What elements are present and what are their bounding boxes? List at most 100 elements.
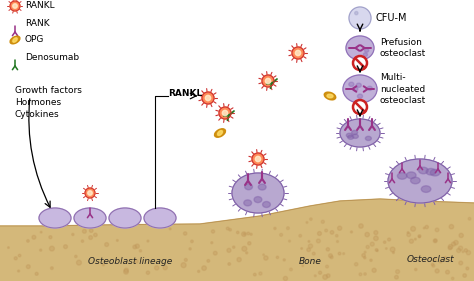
Ellipse shape <box>353 87 358 91</box>
Text: Multi-
nucleated
osteoclast: Multi- nucleated osteoclast <box>380 73 426 105</box>
Circle shape <box>18 254 21 257</box>
Circle shape <box>135 260 138 263</box>
Circle shape <box>302 265 304 267</box>
Ellipse shape <box>352 134 358 138</box>
Circle shape <box>343 253 345 255</box>
Circle shape <box>18 270 19 272</box>
Ellipse shape <box>263 201 270 207</box>
Circle shape <box>81 240 84 242</box>
Circle shape <box>226 227 229 230</box>
Circle shape <box>459 261 463 265</box>
Circle shape <box>407 233 410 237</box>
Circle shape <box>155 266 159 270</box>
Circle shape <box>376 250 378 251</box>
Circle shape <box>146 271 150 274</box>
Circle shape <box>233 246 235 248</box>
Circle shape <box>237 231 239 234</box>
Ellipse shape <box>215 129 226 137</box>
Ellipse shape <box>244 200 252 206</box>
Circle shape <box>14 257 17 260</box>
Ellipse shape <box>355 12 358 15</box>
Ellipse shape <box>397 173 407 179</box>
Circle shape <box>414 238 416 240</box>
Circle shape <box>452 242 456 246</box>
Circle shape <box>163 266 167 270</box>
Circle shape <box>191 240 193 243</box>
Circle shape <box>372 268 376 272</box>
Circle shape <box>292 47 304 59</box>
Ellipse shape <box>346 36 374 60</box>
Ellipse shape <box>426 168 436 175</box>
Circle shape <box>314 275 316 277</box>
Ellipse shape <box>327 94 333 98</box>
Circle shape <box>181 263 186 268</box>
Ellipse shape <box>365 136 371 140</box>
Circle shape <box>385 248 387 249</box>
Ellipse shape <box>349 82 354 86</box>
Ellipse shape <box>356 83 361 87</box>
Circle shape <box>290 268 292 271</box>
Circle shape <box>13 4 17 8</box>
Circle shape <box>280 234 283 236</box>
Circle shape <box>321 220 324 223</box>
Circle shape <box>51 267 53 269</box>
Text: Bone: Bone <box>299 257 321 266</box>
Circle shape <box>355 262 358 266</box>
Circle shape <box>451 277 454 280</box>
Circle shape <box>75 255 77 258</box>
Circle shape <box>446 270 449 274</box>
Circle shape <box>242 232 246 236</box>
Circle shape <box>299 234 301 237</box>
Circle shape <box>242 246 247 251</box>
Circle shape <box>364 273 366 275</box>
Ellipse shape <box>258 184 266 190</box>
Circle shape <box>328 254 332 258</box>
Circle shape <box>317 239 320 243</box>
Ellipse shape <box>232 173 284 213</box>
Circle shape <box>383 241 386 243</box>
Ellipse shape <box>421 186 431 192</box>
Circle shape <box>312 252 315 255</box>
Circle shape <box>463 274 466 277</box>
Circle shape <box>90 229 93 232</box>
Text: Osteoblast lineage: Osteoblast lineage <box>88 257 172 266</box>
Circle shape <box>205 95 211 101</box>
Circle shape <box>338 252 341 255</box>
Circle shape <box>410 226 416 231</box>
Circle shape <box>458 246 463 250</box>
Text: Growth factors
Hormones
Cytokines: Growth factors Hormones Cytokines <box>15 86 82 119</box>
Circle shape <box>32 235 36 239</box>
Circle shape <box>274 227 276 230</box>
Circle shape <box>254 273 256 276</box>
Circle shape <box>27 265 30 269</box>
Ellipse shape <box>39 208 71 228</box>
Circle shape <box>213 251 217 255</box>
Ellipse shape <box>109 208 141 228</box>
Ellipse shape <box>74 208 106 228</box>
Circle shape <box>359 224 363 228</box>
Circle shape <box>353 56 367 70</box>
Circle shape <box>418 235 421 237</box>
Ellipse shape <box>245 184 253 190</box>
Circle shape <box>330 256 333 259</box>
Circle shape <box>94 233 97 237</box>
Circle shape <box>423 227 425 229</box>
Circle shape <box>222 110 228 116</box>
Circle shape <box>439 260 442 263</box>
Circle shape <box>248 242 251 245</box>
Circle shape <box>133 245 137 249</box>
Circle shape <box>454 241 458 245</box>
Circle shape <box>262 75 274 87</box>
Circle shape <box>27 240 29 242</box>
Circle shape <box>325 229 328 232</box>
Circle shape <box>336 235 338 237</box>
Circle shape <box>370 259 372 261</box>
Circle shape <box>433 239 437 243</box>
Circle shape <box>124 268 128 272</box>
Circle shape <box>219 107 231 119</box>
Ellipse shape <box>367 86 372 90</box>
Circle shape <box>449 225 454 229</box>
Circle shape <box>435 269 439 273</box>
Circle shape <box>139 250 142 252</box>
Ellipse shape <box>348 135 354 139</box>
